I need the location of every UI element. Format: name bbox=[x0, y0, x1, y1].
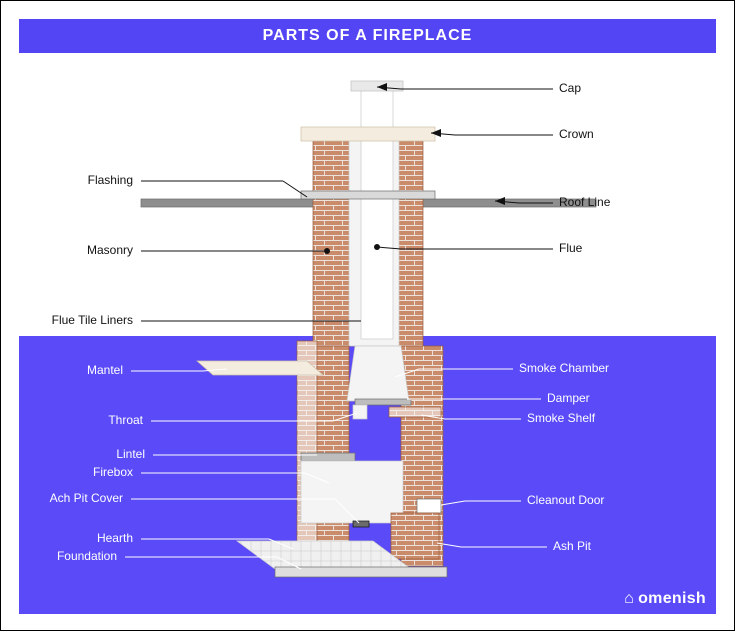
label-cap: Cap bbox=[559, 81, 581, 95]
label-smoke_chamber: Smoke Chamber bbox=[519, 361, 609, 375]
label-ash_pit: Ash Pit bbox=[553, 539, 591, 553]
infographic-frame: PARTS OF A FIREPLACE CapCrow bbox=[0, 0, 735, 631]
label-roof_line: Roof Line bbox=[559, 195, 610, 209]
label-mantel: Mantel bbox=[87, 363, 123, 377]
label-throat: Throat bbox=[108, 413, 143, 427]
label-flue_tile_liners: Flue Tile Liners bbox=[52, 313, 133, 327]
label-cleanout_door: Cleanout Door bbox=[527, 493, 604, 507]
label-firebox: Firebox bbox=[93, 465, 133, 479]
brand-logo-icon: ⌂ bbox=[624, 590, 634, 608]
label-smoke_shelf: Smoke Shelf bbox=[527, 411, 595, 425]
label-foundation: Foundation bbox=[57, 549, 117, 563]
label-lintel: Lintel bbox=[116, 447, 145, 461]
label-damper: Damper bbox=[547, 391, 590, 405]
label-flashing: Flashing bbox=[88, 173, 133, 187]
label-crown: Crown bbox=[559, 127, 594, 141]
label-masonry: Masonry bbox=[87, 243, 133, 257]
label-hearth: Hearth bbox=[97, 531, 133, 545]
label-flue: Flue bbox=[559, 241, 582, 255]
label-ach_pit_cover: Ach Pit Cover bbox=[50, 491, 123, 505]
brand-name: omenish bbox=[638, 590, 706, 608]
brand-mark: ⌂omenish bbox=[624, 590, 706, 608]
